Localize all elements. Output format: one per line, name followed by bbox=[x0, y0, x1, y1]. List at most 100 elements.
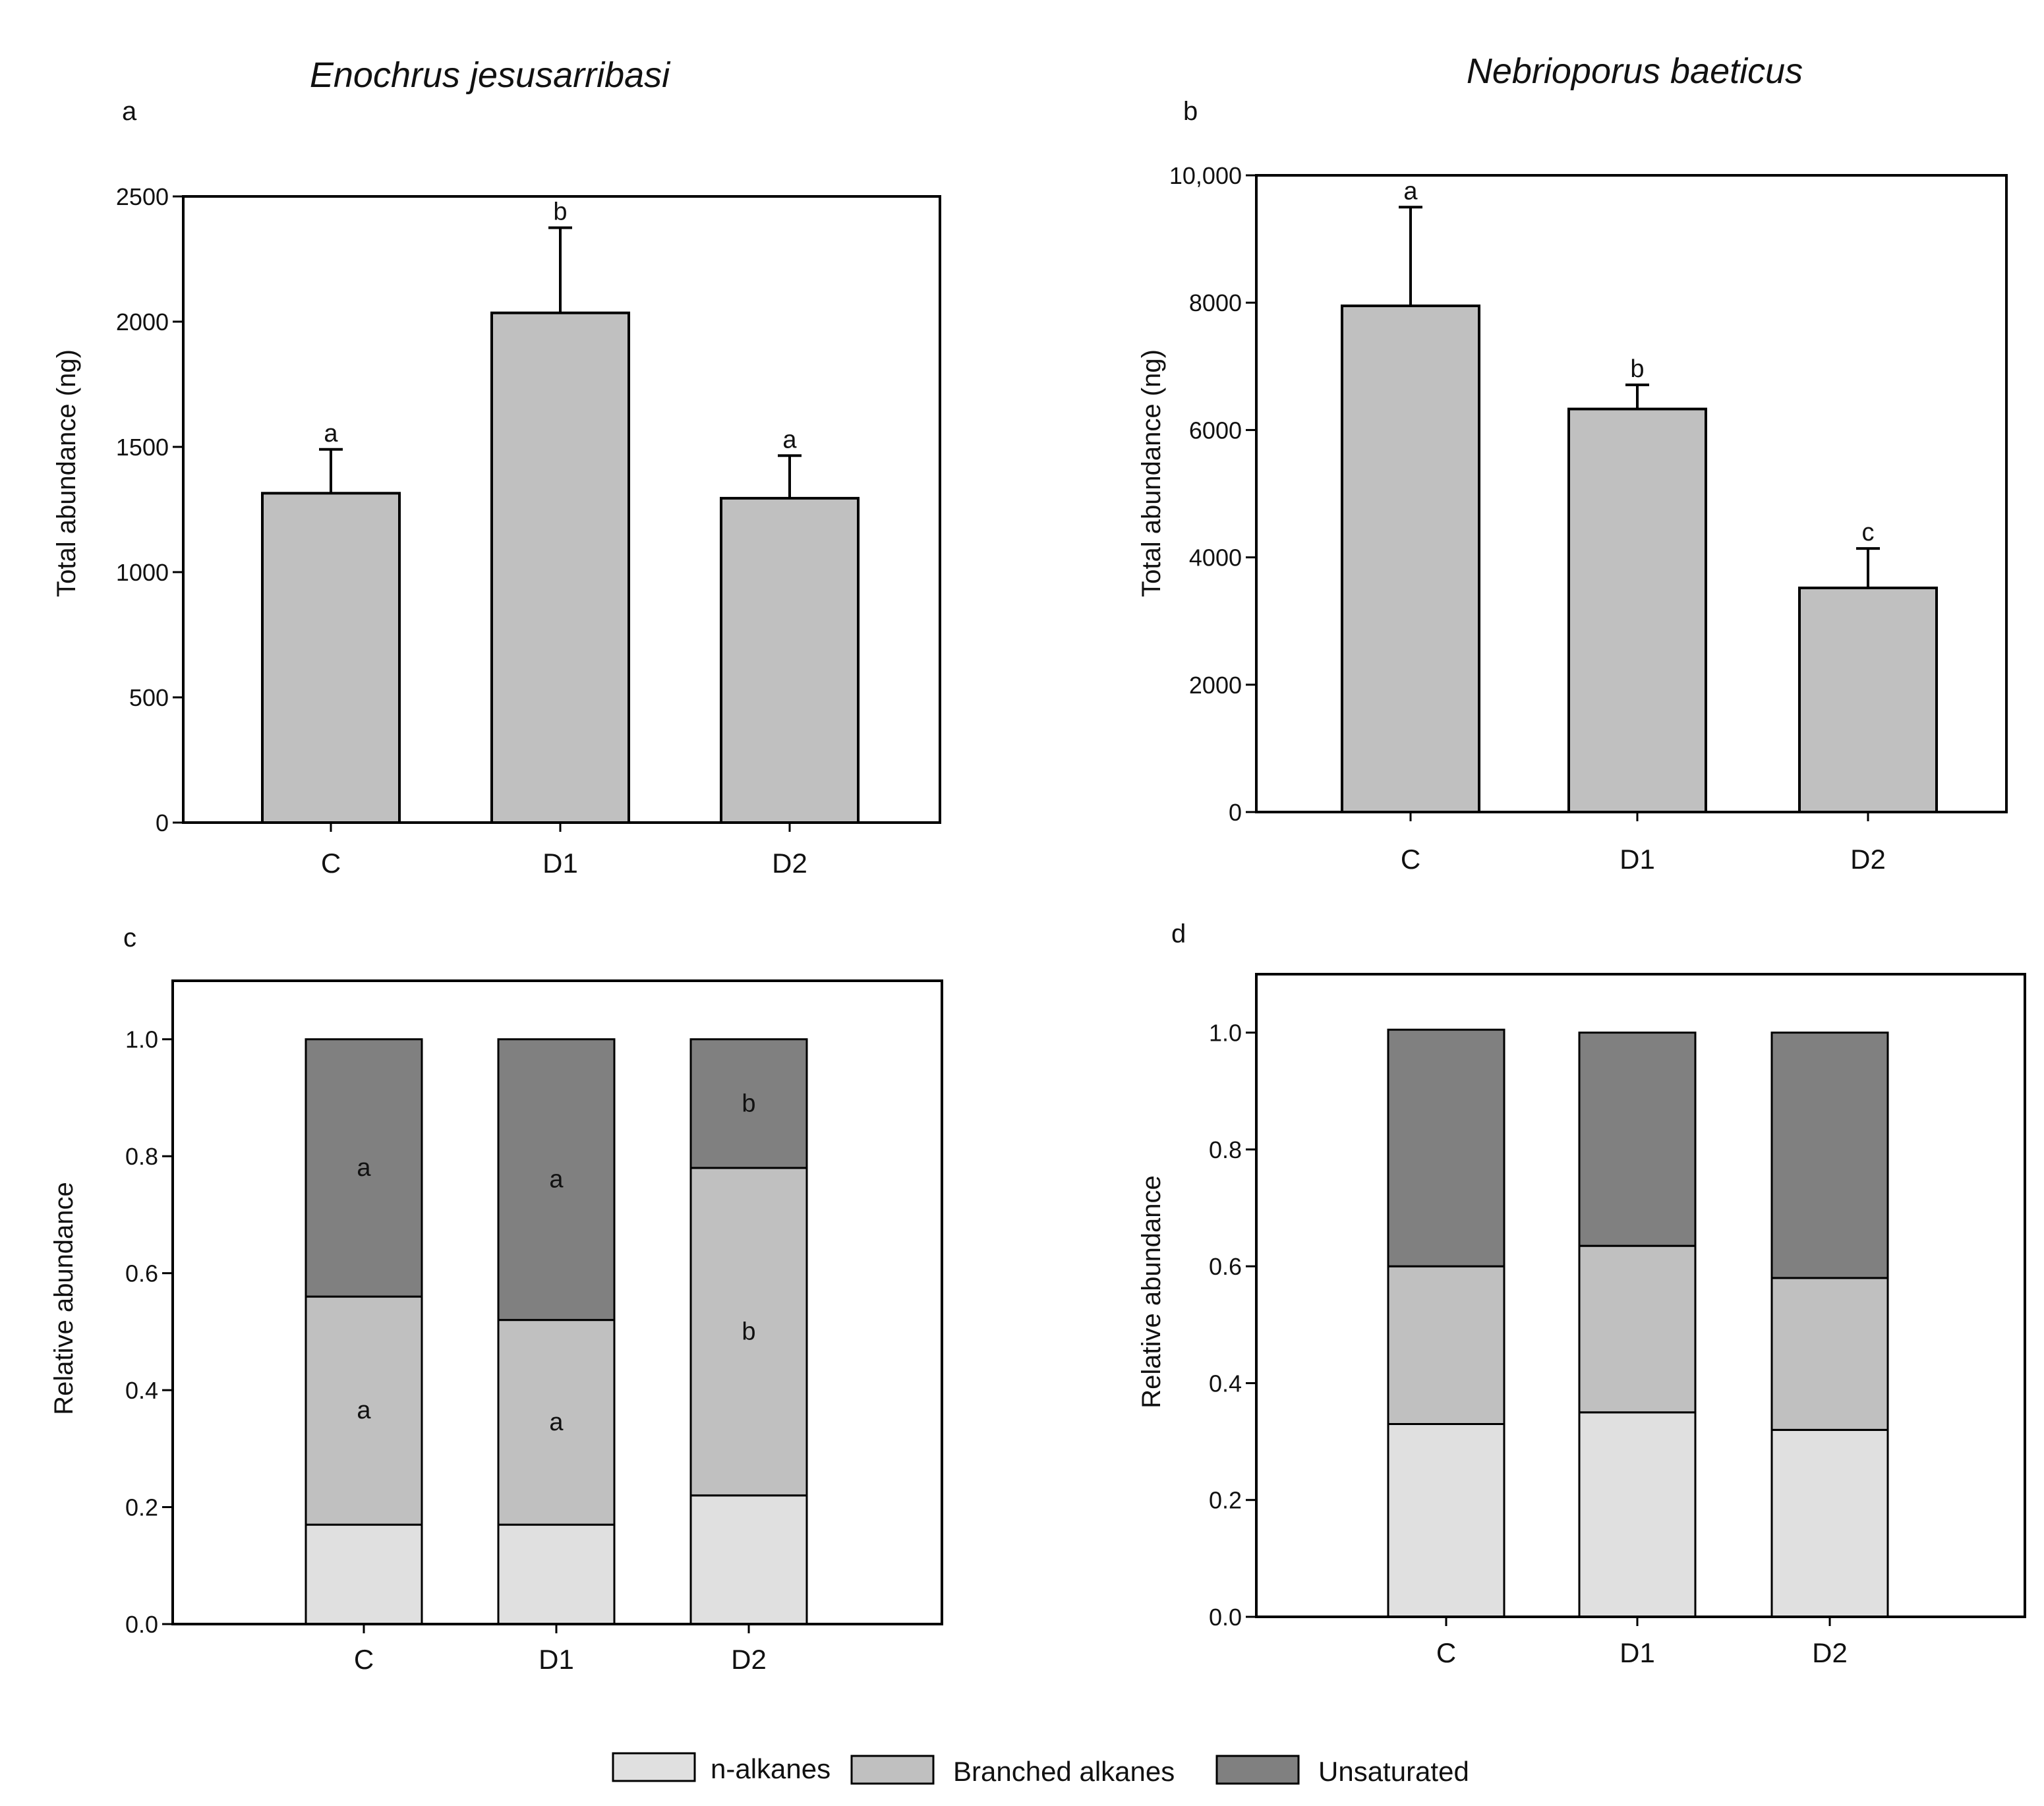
panel-b-bar-c bbox=[1341, 305, 1480, 813]
panel-a-category-label: D1 bbox=[542, 848, 578, 879]
panel-c-bars: a a a a b b bbox=[305, 1038, 808, 1625]
panel-c-frame bbox=[171, 979, 943, 1625]
panel-d-letter: d bbox=[1171, 919, 1186, 948]
panel-b-x-ticks: C D1 D2 bbox=[1401, 812, 1886, 875]
legend-label-branched-alkanes: Branched alkanes bbox=[953, 1756, 1175, 1787]
panel-d-ytick-label: 0.0 bbox=[1209, 1604, 1242, 1631]
panel-c-segment-letter: a bbox=[357, 1154, 371, 1182]
panel-b-ytick-label: 4000 bbox=[1189, 544, 1242, 571]
panel-d-category-label: D1 bbox=[1620, 1637, 1655, 1668]
panel-a: Enochrus jesusarribasi a Total abundance… bbox=[52, 55, 941, 879]
panel-d-segment-d1-1 bbox=[1578, 1244, 1697, 1414]
panel-d-ytick-label: 0.4 bbox=[1209, 1370, 1242, 1397]
panel-d-frame bbox=[1255, 973, 2026, 1618]
panel-b-category-label: C bbox=[1401, 844, 1420, 875]
panel-c-x-ticks: C D1 D2 bbox=[354, 1624, 767, 1675]
panel-a-ytick-label: 2500 bbox=[116, 183, 169, 210]
panel-c-category-label: D1 bbox=[539, 1644, 574, 1675]
panel-b-bars: a b c bbox=[1341, 177, 1938, 814]
panel-a-bar-c bbox=[261, 492, 401, 824]
panel-d-segment-c-0 bbox=[1387, 1423, 1505, 1618]
panel-c-segment-d1-1 bbox=[497, 1319, 616, 1526]
panel-b-significance-letter: b bbox=[1630, 355, 1644, 383]
legend: n-alkanes Branched alkanes Unsaturated bbox=[612, 1752, 1469, 1787]
panel-d-segment-c-1 bbox=[1387, 1265, 1505, 1425]
panel-b-bar-d2 bbox=[1798, 586, 1938, 814]
panel-b-title: Nebrioporus baeticus bbox=[1467, 51, 1803, 91]
panel-a-category-label: C bbox=[321, 848, 341, 879]
legend-label-n-alkanes: n-alkanes bbox=[711, 1753, 831, 1784]
panel-c-ytick-label: 0.4 bbox=[125, 1377, 158, 1404]
panel-c-ytick-label: 0.6 bbox=[125, 1260, 158, 1287]
legend-swatch-n-alkanes bbox=[612, 1752, 696, 1782]
panel-c-ytick-label: 0.8 bbox=[125, 1143, 158, 1170]
legend-item-unsaturated: Unsaturated bbox=[1215, 1755, 1469, 1787]
panel-a-bars: a b a bbox=[261, 198, 860, 825]
panel-d-segment-d2-1 bbox=[1770, 1277, 1889, 1431]
panel-d-segment-d1-0 bbox=[1578, 1411, 1697, 1618]
panel-a-ytick-label: 1000 bbox=[116, 559, 169, 586]
panel-a-bar-d1 bbox=[490, 311, 630, 824]
panel-a-ylabel: Total abundance (ng) bbox=[52, 349, 81, 597]
panel-b-ytick-label: 2000 bbox=[1189, 672, 1242, 699]
panel-a-ytick-label: 500 bbox=[129, 684, 169, 711]
panel-b-significance-letter: c bbox=[1862, 519, 1875, 546]
panel-c-segment-d1-2 bbox=[497, 1038, 616, 1322]
panel-c-segment-d2-1 bbox=[689, 1167, 808, 1497]
panel-c-letter: c bbox=[123, 923, 136, 952]
panel-c-segment-d2-2 bbox=[689, 1038, 808, 1169]
panel-b: Nebrioporus baeticus b Total abundance (… bbox=[1137, 51, 2008, 875]
panel-c-y-ticks: 0.0 0.2 0.4 0.6 0.8 1.0 bbox=[125, 1026, 173, 1638]
panel-d-bars bbox=[1387, 1028, 1889, 1618]
panel-a-title: Enochrus jesusarribasi bbox=[310, 55, 671, 95]
panel-a-significance-letter: a bbox=[782, 426, 797, 453]
panel-b-y-ticks: 0 2000 4000 6000 8000 10,000 bbox=[1169, 162, 1256, 826]
panel-c-segment-c-0 bbox=[305, 1523, 423, 1625]
panel-c-category-label: D2 bbox=[731, 1644, 767, 1675]
panel-d-x-ticks: C D1 D2 bbox=[1436, 1617, 1848, 1668]
panel-d-segment-d2-0 bbox=[1770, 1428, 1889, 1618]
panel-c-segment-d1-0 bbox=[497, 1523, 616, 1625]
panel-b-ytick-label: 0 bbox=[1229, 799, 1242, 826]
panel-b-ylabel: Total abundance (ng) bbox=[1137, 349, 1166, 597]
panel-a-bar-d2 bbox=[720, 496, 860, 825]
panel-a-ytick-label: 0 bbox=[156, 809, 169, 836]
legend-label-unsaturated: Unsaturated bbox=[1318, 1756, 1469, 1787]
legend-swatch-branched-alkanes bbox=[850, 1755, 935, 1785]
panel-c-ylabel: Relative abundance bbox=[49, 1182, 78, 1415]
panel-c-segment-letter: a bbox=[549, 1166, 564, 1194]
panel-d-ytick-label: 0.8 bbox=[1209, 1136, 1242, 1163]
panel-b-ytick-label: 8000 bbox=[1189, 289, 1242, 316]
panel-a-x-ticks: C D1 D2 bbox=[321, 823, 807, 879]
panel-d-ytick-label: 0.6 bbox=[1209, 1253, 1242, 1280]
panel-b-category-label: D1 bbox=[1620, 844, 1655, 875]
panel-c-segment-d2-0 bbox=[689, 1494, 808, 1625]
panel-c-segment-letter: b bbox=[742, 1318, 755, 1345]
panel-c-ytick-label: 1.0 bbox=[125, 1026, 158, 1053]
panel-d-ytick-label: 1.0 bbox=[1209, 1020, 1242, 1047]
panel-d-y-ticks: 0.0 0.2 0.4 0.6 0.8 1.0 bbox=[1209, 1020, 1256, 1631]
panel-c-ytick-label: 0.2 bbox=[125, 1494, 158, 1521]
panel-c-ytick-label: 0.0 bbox=[125, 1611, 158, 1638]
panel-c-segment-c-1 bbox=[305, 1295, 423, 1526]
panel-a-category-label: D2 bbox=[772, 848, 807, 879]
panel-c-category-label: C bbox=[354, 1644, 374, 1675]
panel-b-frame bbox=[1255, 174, 2008, 813]
panel-d-ytick-label: 0.2 bbox=[1209, 1487, 1242, 1514]
panel-a-letter: a bbox=[122, 97, 137, 126]
panel-b-category-label: D2 bbox=[1850, 844, 1886, 875]
panel-a-frame bbox=[182, 195, 941, 824]
legend-swatch-unsaturated bbox=[1215, 1755, 1300, 1785]
panel-d-segment-d2-2 bbox=[1770, 1032, 1889, 1279]
panel-a-ytick-label: 2000 bbox=[116, 308, 169, 335]
panel-a-significance-letter: a bbox=[324, 420, 338, 448]
panel-d-category-label: C bbox=[1436, 1637, 1456, 1668]
panel-d-category-label: D2 bbox=[1812, 1637, 1848, 1668]
panel-a-ytick-label: 1500 bbox=[116, 434, 169, 461]
panel-b-letter: b bbox=[1183, 97, 1198, 126]
legend-item-branched-alkanes: Branched alkanes bbox=[850, 1755, 1175, 1787]
panel-b-ytick-label: 10,000 bbox=[1169, 162, 1242, 189]
panel-d-segment-d1-2 bbox=[1578, 1032, 1697, 1247]
panel-c-segment-letter: a bbox=[357, 1397, 371, 1424]
